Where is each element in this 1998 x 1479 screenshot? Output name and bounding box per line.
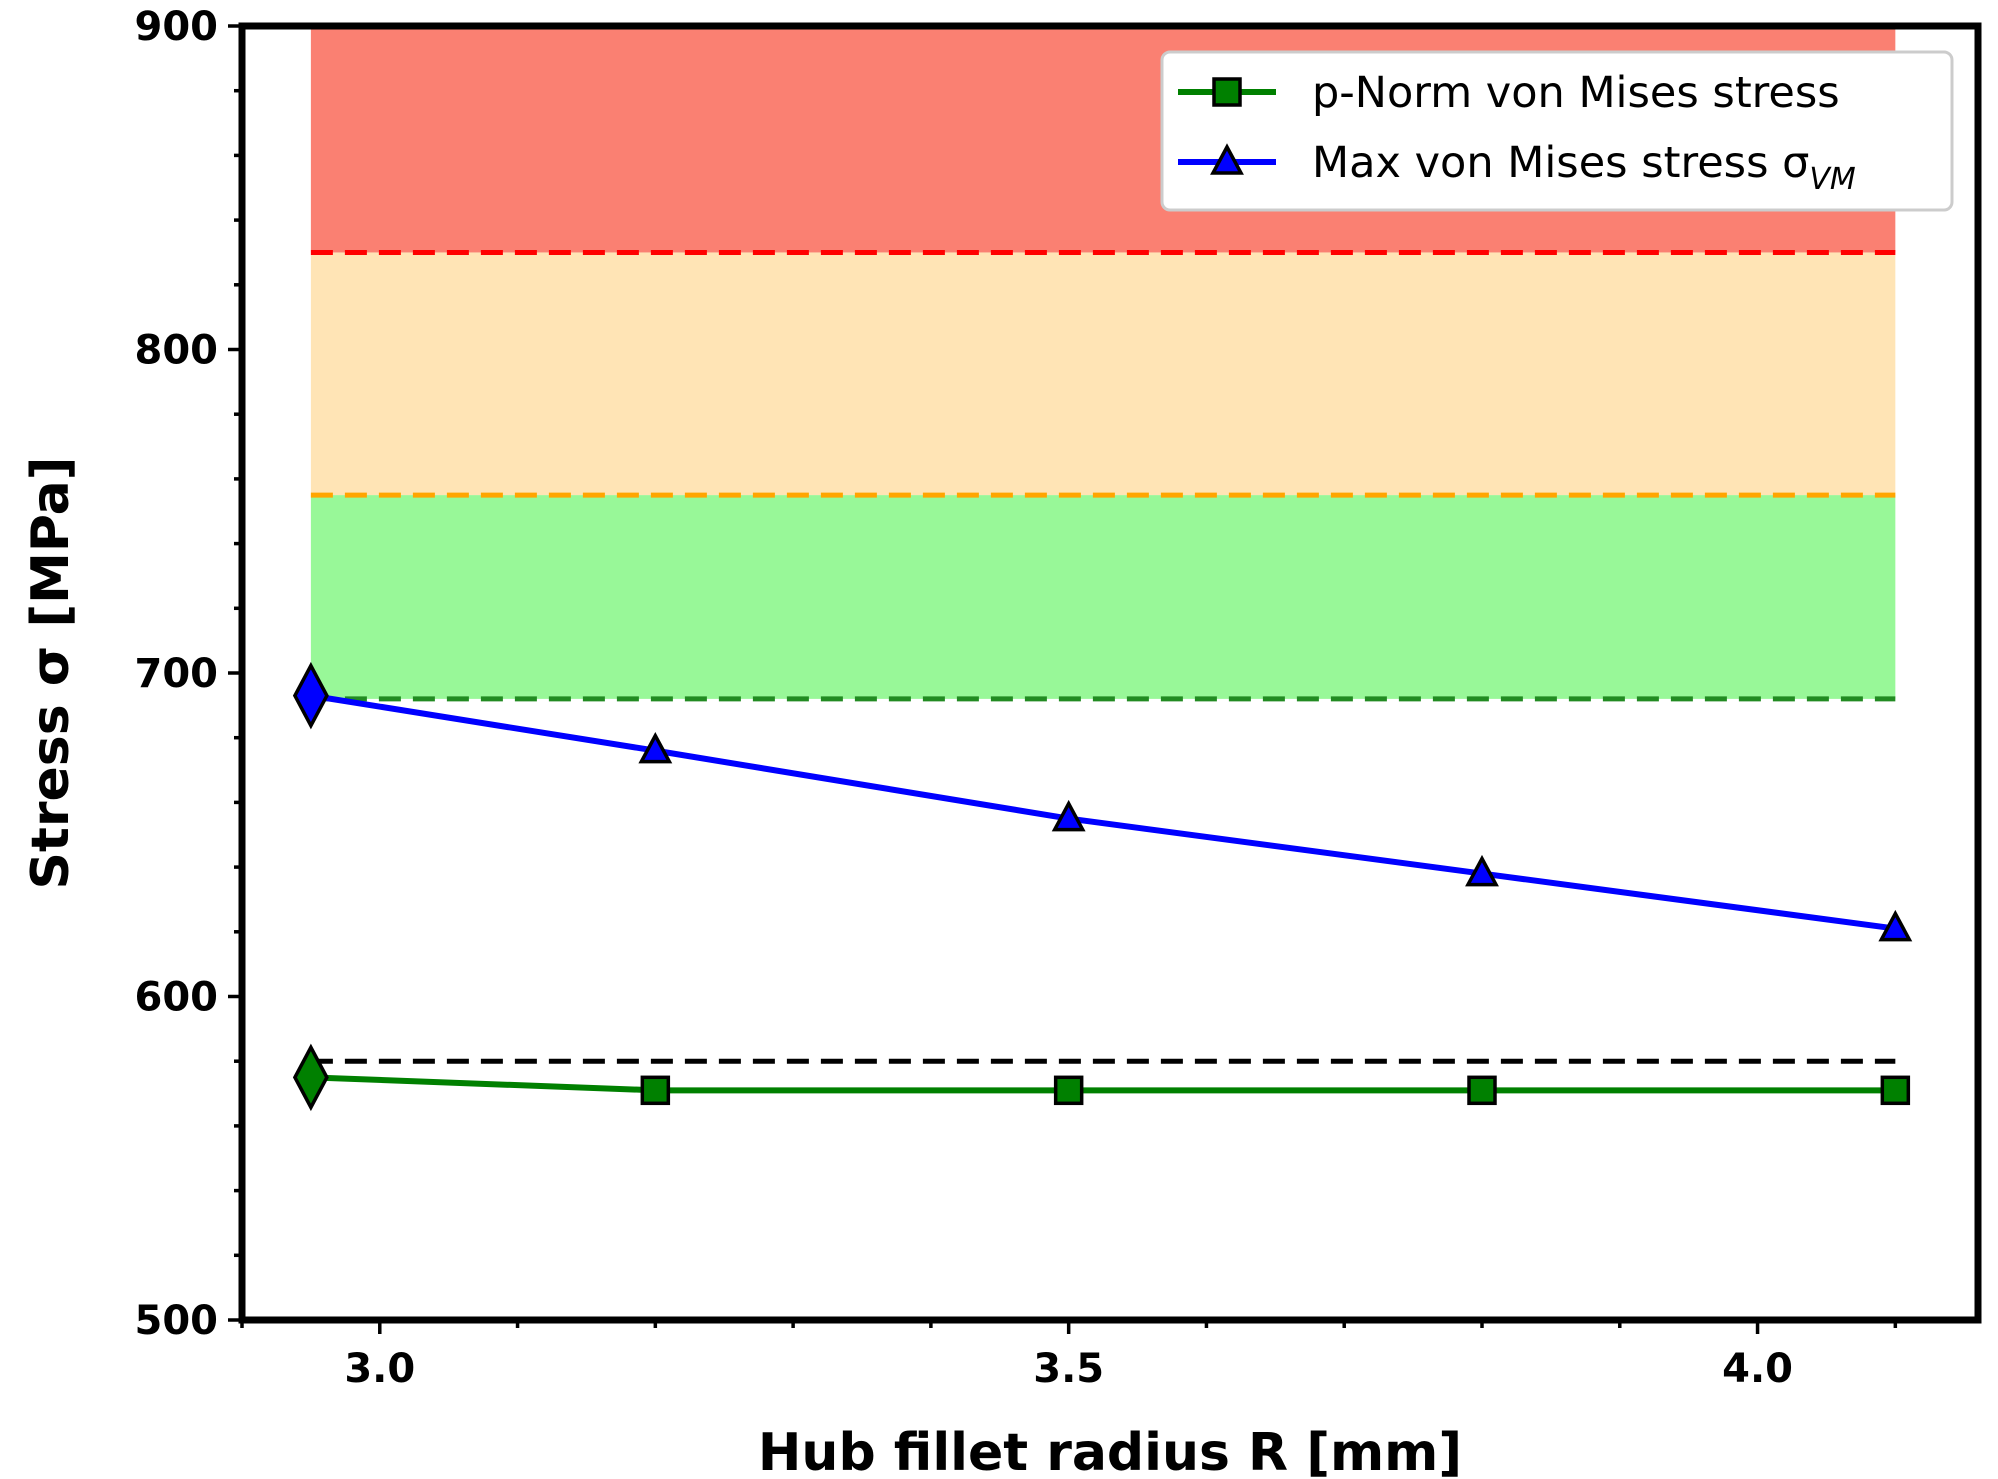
x-tick-label: 3.0: [344, 1346, 415, 1392]
y-tick-label: 700: [135, 651, 219, 697]
legend-box: [1160, 50, 1954, 212]
series-0-point-4: [1880, 1075, 1911, 1106]
series-1-point-4: [1878, 909, 1913, 942]
series-0-point-3: [1467, 1075, 1497, 1106]
series-0: [292, 1043, 1911, 1112]
series-0-point-1: [640, 1075, 671, 1106]
y-tick-label: 800: [135, 328, 219, 374]
legend-label-text-0: p-Norm von Mises stress: [1312, 68, 1840, 118]
y-tick-label: 600: [135, 975, 219, 1021]
legend-label-0: p-Norm von Mises stress: [1312, 68, 1840, 118]
series-1: [292, 661, 1913, 942]
x-axis-label: Hub fillet radius R [mm]: [758, 1423, 1462, 1479]
series-1-point-0: [292, 661, 329, 730]
series-1-point-3: [1465, 854, 1499, 887]
y-tick-label: 900: [135, 4, 219, 50]
legend: p-Norm von Mises stress Max von Mises str…: [1160, 50, 1954, 212]
legend-label-subscript-1: VM: [1809, 162, 1856, 197]
series-0-point-2: [1053, 1075, 1084, 1106]
legend-swatch-marker-1: [1210, 143, 1244, 175]
series-1-point-1: [638, 731, 673, 764]
series-1-point-2: [1051, 799, 1086, 832]
legend-swatch-marker-0: [1212, 77, 1242, 107]
band-0: [310, 495, 1896, 699]
x-tick-label: 3.5: [1033, 1346, 1104, 1392]
series-1-line: [310, 692, 1896, 932]
band-1: [310, 252, 1896, 496]
data-series: [292, 661, 1913, 1112]
legend-label-text-1: Max von Mises stress σ: [1312, 138, 1809, 188]
series-0-point-0: [292, 1043, 329, 1112]
y-axis-label: Stress σ [MPa]: [21, 457, 81, 890]
series-0-line: [310, 1074, 1896, 1094]
y-tick-label: 500: [135, 1298, 219, 1344]
legend-label-1: Max von Mises stress σVM: [1312, 138, 1856, 197]
axes: 500 600 700 800 900 3.0 3.5 4.0 Hub fillet radiu…: [21, 4, 1982, 1479]
x-tick-label: 4.0: [1722, 1346, 1793, 1392]
